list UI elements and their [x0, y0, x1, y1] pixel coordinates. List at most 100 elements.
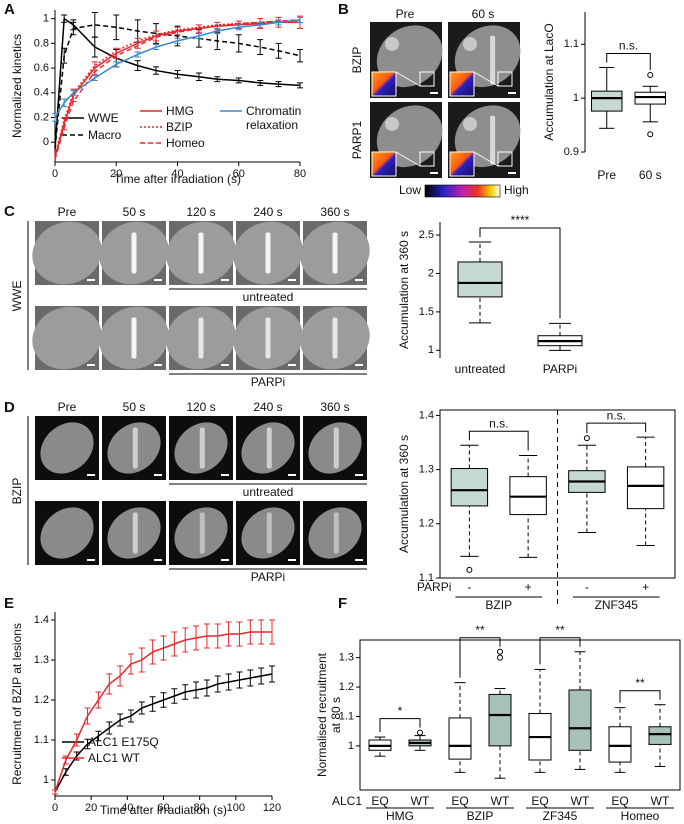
condition-label: untreated [243, 290, 294, 304]
box [448, 717, 472, 760]
y-tick-label: 1.2 [339, 681, 354, 693]
y-tick-label: 0 [43, 136, 49, 148]
outlier [647, 72, 654, 78]
cell [32, 221, 102, 285]
damage-stripe [132, 427, 138, 469]
nucleolus [463, 37, 477, 51]
x-tick-label: EQ [451, 794, 468, 808]
legend-label: WWE [88, 111, 119, 125]
significance-bracket [586, 422, 647, 434]
box [648, 726, 672, 745]
panel-label: B [338, 1, 349, 18]
zoom-line [473, 151, 499, 167]
x-tick-label: WT [491, 794, 510, 808]
column-label: Pre [58, 400, 77, 414]
y-tick-label: 1.4 [34, 614, 49, 626]
group-label: BZIP [467, 809, 494, 823]
x-axis-label: Time after irradiation (s) [114, 172, 241, 186]
group-label: BZIP [485, 598, 512, 612]
y-tick-label: 0.2 [34, 111, 49, 123]
nucleolus [463, 117, 477, 131]
zoom-box [497, 151, 513, 167]
x-tick-label: 20 [110, 168, 122, 180]
significance-label: ** [555, 623, 565, 637]
y-axis-label: Accumulation at 360 s [397, 435, 411, 553]
y-tick-label: 1.2 [34, 694, 49, 706]
panel-label: A [4, 1, 15, 18]
x-tick-label: Pre [597, 168, 616, 182]
significance-label: ** [475, 623, 485, 637]
y-tick-label: 1.3 [339, 652, 354, 664]
significance-bracket [606, 52, 651, 70]
condition-label: untreated [243, 485, 294, 499]
damage-stripe [265, 317, 271, 359]
damage-stripe [333, 512, 339, 554]
error-bar [297, 16, 303, 23]
x-tick-label: 100 [227, 802, 245, 814]
plot-frame [359, 639, 681, 791]
legend-label: Macro [88, 128, 122, 142]
cell [40, 507, 94, 559]
y-tick-label: 1.1 [34, 734, 49, 746]
condition-label: PARPi [251, 375, 285, 389]
column-label: 360 s [320, 205, 349, 219]
damage-stripe [266, 427, 272, 469]
y-axis-label: Normalised recruitment [315, 652, 329, 777]
significance-label: n.s. [489, 416, 508, 430]
y-axis-label: Recruitment of BZIP at lesions [10, 623, 24, 785]
x-tick-label: 60 [157, 802, 169, 814]
y-tick-label: 1.1 [564, 38, 579, 50]
y-axis-label: Accumulation at 360 s [397, 231, 411, 349]
inset [371, 151, 397, 177]
significance-bracket [379, 718, 421, 733]
condition-label: PARPi [251, 570, 285, 584]
box [608, 726, 632, 763]
column-label: 240 s [253, 205, 282, 219]
row-label: PARP1 [350, 120, 364, 159]
legend-label: BZIP [166, 120, 193, 134]
x-tick-label: PARPi [543, 362, 577, 376]
column-label: 60 s [472, 7, 495, 21]
x-tick-label: 40 [121, 802, 133, 814]
significance-label: n.s. [619, 39, 638, 53]
box [591, 90, 623, 112]
error-bar [257, 39, 264, 55]
damage-stripe [132, 512, 138, 554]
damage-stripe [198, 317, 204, 359]
y-axis-label: Accumulation at LacO [542, 23, 556, 140]
panel-label: E [4, 595, 14, 612]
column-label: 120 s [186, 205, 215, 219]
zoom-box [497, 71, 513, 87]
group-label: Homeo [621, 809, 660, 823]
significance-label: * [398, 704, 403, 718]
error-bar [91, 11, 98, 38]
cell [32, 306, 102, 370]
box [457, 261, 503, 298]
error-bar [113, 14, 120, 41]
zoom-box [419, 151, 435, 167]
y-tick-label: 1.3 [419, 464, 434, 476]
colorbar [424, 184, 501, 198]
y-tick-label: 1.5 [419, 306, 434, 318]
significance-bracket [619, 690, 661, 703]
group-label: HMG [386, 809, 414, 823]
inset [371, 71, 397, 97]
x-tick-label: EQ [611, 794, 628, 808]
y-tick-label: 2 [428, 267, 434, 279]
damage-stripe [490, 115, 496, 165]
y-tick-label: 0.8 [34, 37, 49, 49]
x-tick-label: 80 [294, 168, 306, 180]
x-tick-label: EQ [531, 794, 548, 808]
x-tick-label: WT [411, 794, 430, 808]
outlier [497, 654, 503, 661]
significance-label: **** [511, 213, 530, 227]
x-tick-label: 0 [52, 168, 58, 180]
significance-bracket [468, 430, 529, 451]
significance-bracket [479, 227, 561, 319]
x-tick-label: 20 [85, 802, 97, 814]
outlier [497, 648, 503, 655]
significance-bracket [459, 637, 501, 678]
construct-label: WWE [10, 281, 24, 312]
